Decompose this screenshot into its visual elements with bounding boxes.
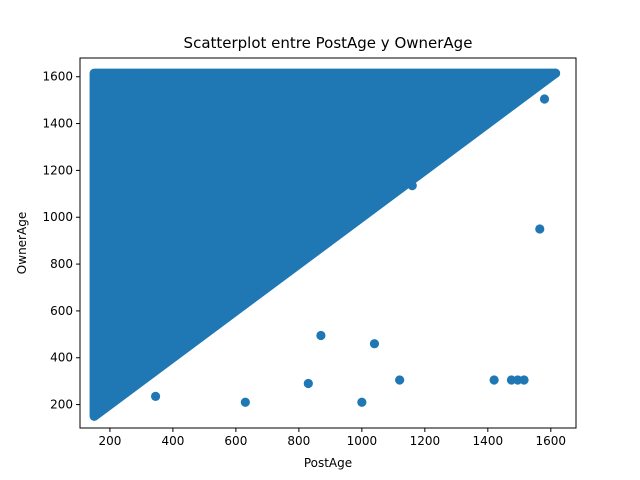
scatter-point — [373, 69, 383, 79]
scatter-point — [281, 69, 291, 79]
x-tick-label: 600 — [224, 434, 247, 448]
y-tick-label: 200 — [50, 398, 73, 412]
scatter-point — [150, 391, 161, 401]
scatter-point — [143, 70, 153, 80]
scatter-point — [218, 70, 228, 80]
y-tick-label: 600 — [50, 304, 73, 318]
x-tick-label: 1200 — [410, 434, 441, 448]
scatter-point — [243, 68, 254, 79]
scatter-point — [535, 224, 545, 234]
scatter-points — [92, 68, 561, 407]
x-tick-label: 1400 — [473, 434, 504, 448]
scatter-point — [357, 397, 367, 407]
scatter-point — [543, 68, 553, 79]
chart-title: Scatterplot entre PostAge y OwnerAge — [184, 34, 473, 52]
x-tick-label: 1000 — [347, 434, 378, 448]
scatter-point — [303, 378, 313, 389]
scatter-point — [506, 375, 517, 385]
scatter-point — [174, 69, 184, 79]
scatter-point — [155, 68, 165, 79]
scatter-point — [514, 69, 524, 79]
scatter-point — [199, 69, 209, 79]
scatter-point — [467, 68, 477, 79]
scatter-point — [407, 181, 417, 191]
x-tick-label: 200 — [98, 434, 121, 448]
dense-region-fill — [89, 68, 561, 421]
x-tick-label: 400 — [161, 434, 184, 448]
y-tick-label: 800 — [50, 257, 73, 271]
scatter-point — [92, 72, 102, 82]
scatter-point — [513, 375, 523, 385]
x-tick-label: 1600 — [536, 434, 567, 448]
y-tick-label: 1000 — [42, 210, 73, 224]
scatter-point — [369, 339, 380, 349]
scatter-point — [325, 69, 335, 79]
scatter-point — [316, 330, 326, 341]
axes-frame — [79, 57, 577, 429]
y-tick-label: 1400 — [42, 117, 73, 131]
y-tick-label: 1600 — [42, 70, 73, 84]
x-axis-ticks: 200 400 600 800 1000 1200 1400 1600 — [98, 428, 566, 448]
y-axis-ticks: 200 400 600 800 1000 1200 1400 1600 — [42, 70, 80, 412]
scatter-point — [100, 69, 110, 79]
scatter-point — [539, 94, 550, 104]
scatter-point — [117, 70, 128, 81]
y-tick-label: 1200 — [42, 163, 73, 177]
scatter-point — [108, 69, 118, 79]
scatter-point — [240, 397, 250, 407]
x-tick-label: 800 — [287, 434, 310, 448]
scatter-point — [130, 69, 140, 79]
scatter-point — [550, 68, 561, 78]
scatter-point — [395, 375, 405, 385]
y-tick-label: 400 — [50, 351, 73, 365]
scatter-point — [533, 69, 543, 79]
x-axis-label: PostAge — [304, 456, 352, 470]
dense-point-cloud — [89, 68, 561, 421]
scatter-point — [489, 375, 499, 385]
y-axis-label: OwnerAge — [15, 212, 29, 274]
scatter-point — [420, 69, 430, 79]
scatter-point — [519, 375, 529, 385]
